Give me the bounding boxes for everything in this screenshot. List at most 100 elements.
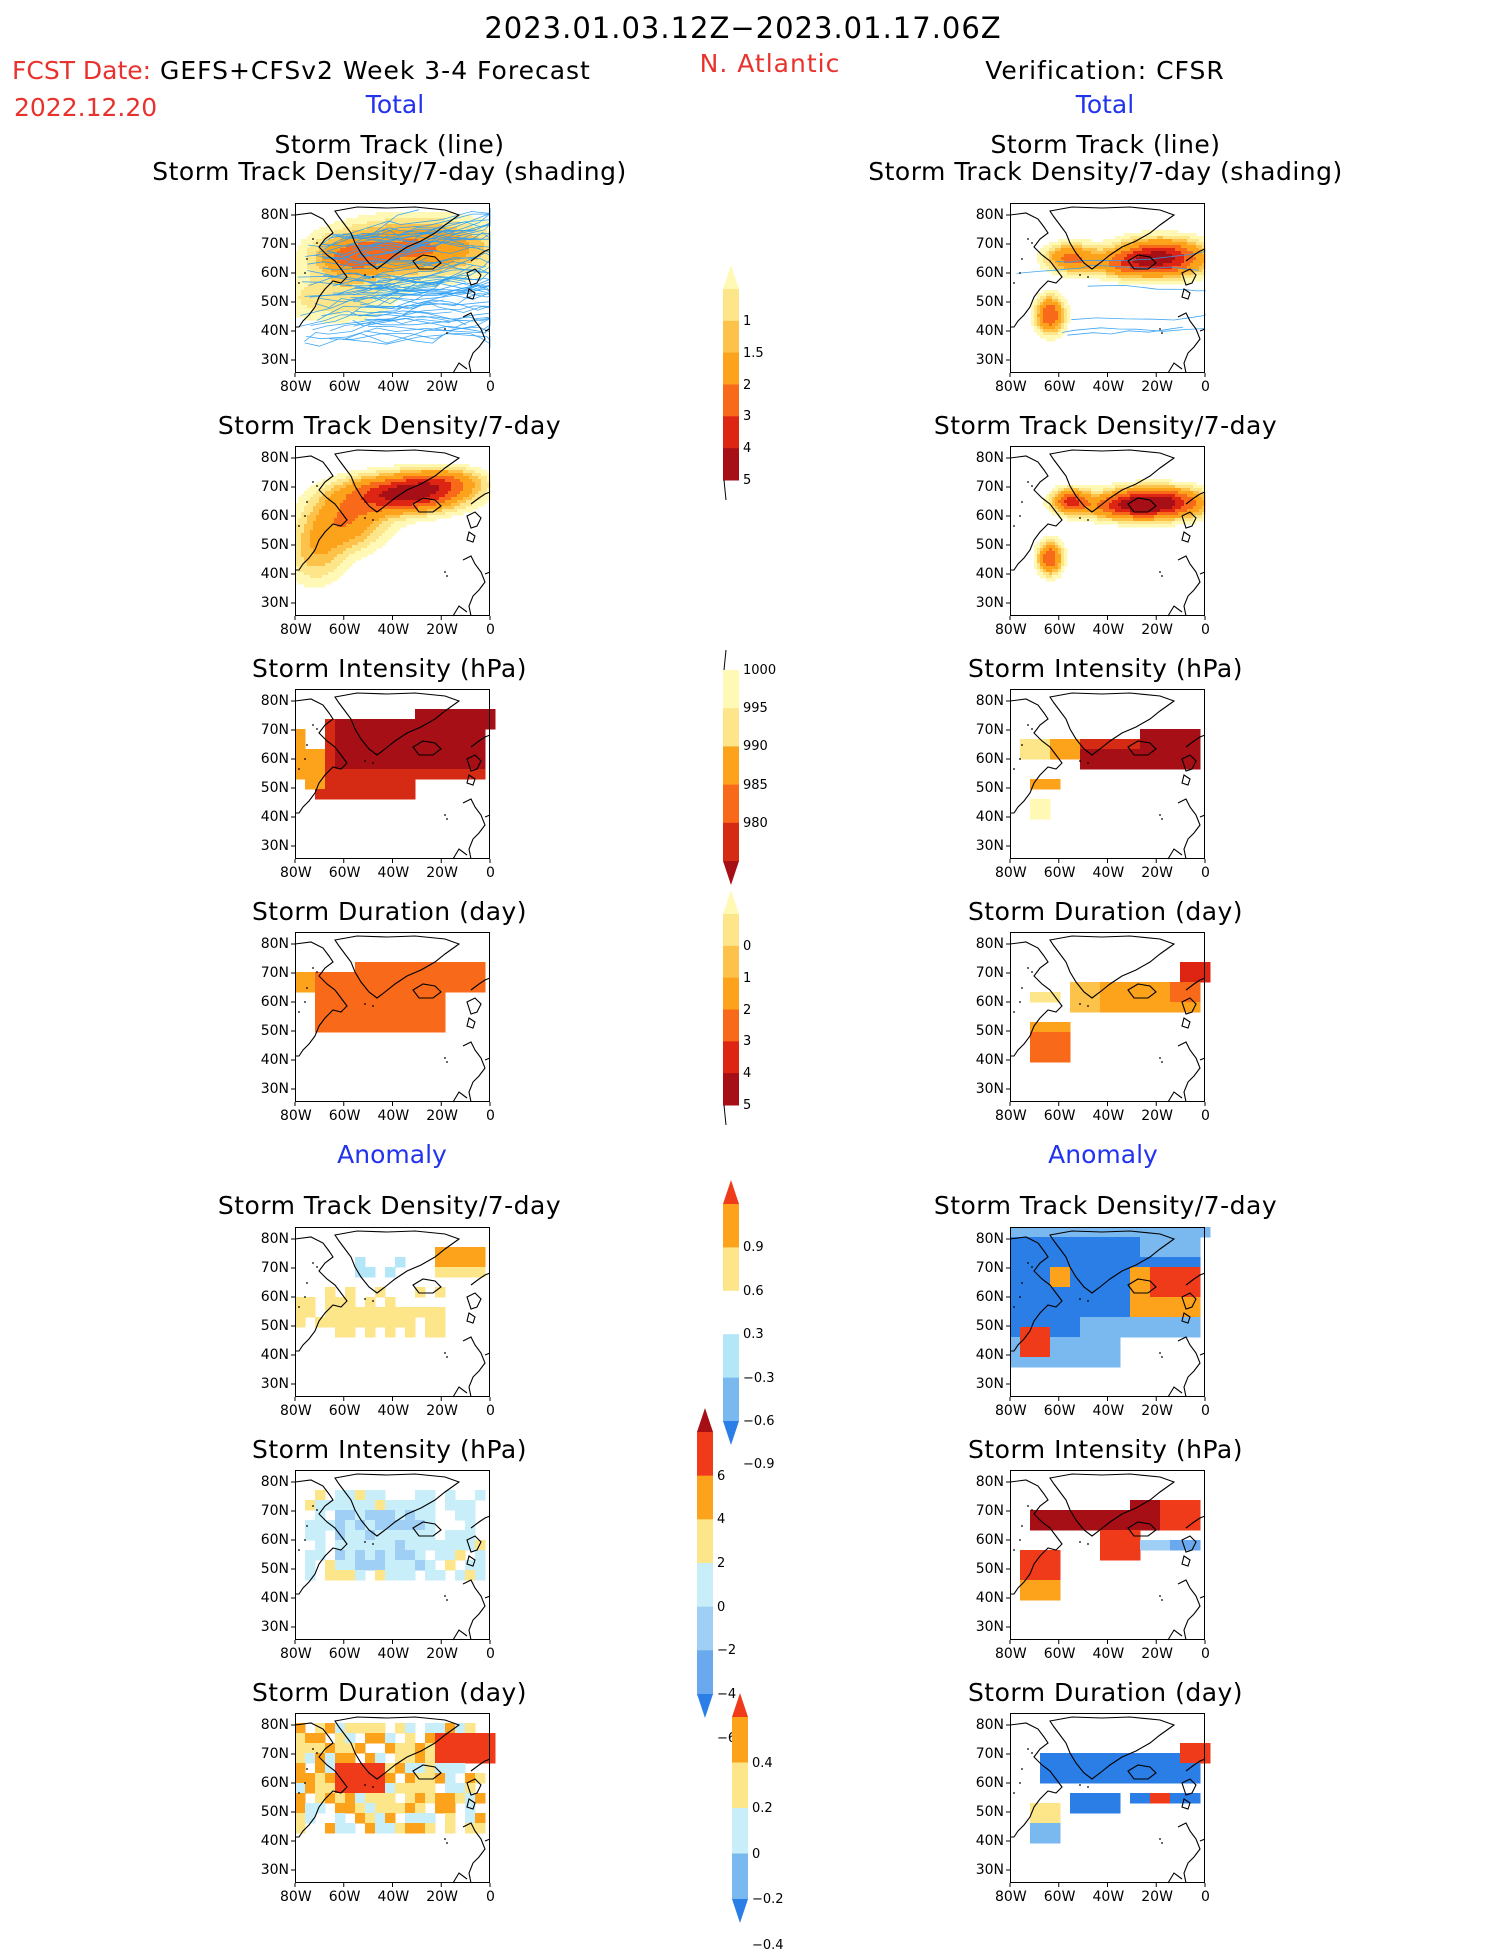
lon-tick-label: 40W [378, 1403, 410, 1419]
colorbar-tick-label: −2 [717, 1643, 736, 1658]
lat-tick-label: 30N [249, 352, 289, 368]
left-intensity-title-2: Storm Intensity (hPa) [252, 656, 527, 681]
lat-tick-label: 50N [249, 780, 289, 796]
lat-tick-label: 80N [964, 207, 1004, 223]
lat-tick-label: 70N [249, 1260, 289, 1276]
colorbar-swatch [723, 1041, 739, 1073]
lat-tick-label: 60N [964, 1289, 1004, 1305]
lon-tick-label: 80W [995, 379, 1027, 395]
lat-tick-label: 70N [964, 1503, 1004, 1519]
lat-tick-label: 50N [249, 294, 289, 310]
lon-tick-label: 20W [1141, 1646, 1173, 1662]
lon-tick-label: 80W [280, 1108, 312, 1124]
lat-tick-label: 60N [249, 1775, 289, 1791]
lat-tick-label: 70N [249, 965, 289, 981]
colorbar-arrow-top [723, 890, 739, 914]
colorbar-swatch [732, 1763, 748, 1809]
right-intensity-title-2: Storm Intensity (hPa) [968, 656, 1243, 681]
colorbar-tick-label: 2 [743, 1003, 751, 1018]
colorbar-swatch [732, 1808, 748, 1854]
right-anomaly-label: Anomaly [1048, 1142, 1158, 1167]
lat-tick-label: 70N [964, 1746, 1004, 1762]
left-anomaly-label: Anomaly [337, 1142, 447, 1167]
lon-tick-label: 60W [1044, 622, 1076, 638]
lon-tick-label: 60W [329, 622, 361, 638]
colorbar-swatch [723, 1334, 739, 1378]
colorbar-swatch [723, 1291, 739, 1335]
lat-tick-label: 40N [249, 1052, 289, 1068]
lat-tick-label: 40N [964, 323, 1004, 339]
verification-label: Verification: CFSR [985, 58, 1224, 83]
lat-tick-label: 40N [249, 566, 289, 582]
colorbar-swatch [723, 823, 739, 862]
lat-tick-label: 80N [249, 1474, 289, 1490]
colorbar-tick-label: 2 [743, 378, 751, 393]
lon-tick-label: 40W [1093, 1889, 1125, 1905]
lat-tick-label: 40N [964, 1590, 1004, 1606]
right-duration-anomaly-panel-map [1010, 1713, 1205, 1883]
lon-tick-label: 0 [1201, 1108, 1210, 1124]
date-range-title: 2023.01.03.12Z−2023.01.17.06Z [484, 14, 1001, 43]
colorbar-swatch [732, 1854, 748, 1900]
lon-tick-label: 60W [1044, 1403, 1076, 1419]
lat-tick-label: 50N [964, 1561, 1004, 1577]
lat-tick-label: 80N [964, 1474, 1004, 1490]
lon-tick-label: 0 [486, 1646, 495, 1662]
colorbar-swatch [723, 353, 739, 385]
colorbar-tick-label: 990 [743, 739, 768, 754]
lat-tick-label: 50N [249, 1318, 289, 1334]
lat-tick-label: 40N [249, 1590, 289, 1606]
left-intensity-title-5: Storm Intensity (hPa) [252, 1437, 527, 1462]
colorbar-arrow-bottom [723, 861, 739, 885]
lat-tick-label: 40N [964, 809, 1004, 825]
lat-tick-label: 80N [964, 1717, 1004, 1733]
lat-tick-label: 50N [964, 1804, 1004, 1820]
lon-tick-label: 20W [1141, 1108, 1173, 1124]
lat-tick-label: 70N [249, 1746, 289, 1762]
colorbar-tick-label: 4 [743, 441, 751, 456]
lat-tick-label: 60N [249, 1532, 289, 1548]
lon-tick-label: 80W [995, 1646, 1027, 1662]
right-track-panel-map [1010, 203, 1205, 373]
colorbar-arrow-top [732, 1693, 748, 1717]
lat-tick-label: 30N [964, 595, 1004, 611]
colorbar-swatch [697, 1650, 713, 1694]
colorbar-tick-label: 4 [743, 1066, 751, 1081]
lat-tick-label: 60N [964, 994, 1004, 1010]
lat-tick-label: 30N [249, 595, 289, 611]
lon-tick-label: 40W [1093, 1108, 1125, 1124]
right-density-panel-map [1010, 446, 1205, 616]
colorbar-tick-label: 995 [743, 701, 768, 716]
lat-tick-label: 50N [249, 1561, 289, 1577]
lon-tick-label: 20W [1141, 622, 1173, 638]
colorbar-swatch [723, 1010, 739, 1042]
lat-tick-label: 50N [249, 537, 289, 553]
lon-tick-label: 0 [1201, 1889, 1210, 1905]
lat-tick-label: 80N [249, 936, 289, 952]
lat-tick-label: 60N [249, 265, 289, 281]
lat-tick-label: 40N [964, 1833, 1004, 1849]
lon-tick-label: 40W [1093, 622, 1125, 638]
colorbar-tick-label: 1 [743, 314, 751, 329]
lon-tick-label: 40W [378, 1108, 410, 1124]
colorbar-swatch [723, 978, 739, 1010]
right-duration-panel-map [1010, 932, 1205, 1102]
left-total-label: Total [366, 92, 424, 117]
left-density-anomaly-panel-map [295, 1227, 490, 1397]
lon-tick-label: 80W [280, 1403, 312, 1419]
colorbar-tick-label: 5 [743, 1098, 751, 1113]
lat-tick-label: 50N [964, 780, 1004, 796]
fcst-model-label: GEFS+CFSv2 Week 3-4 Forecast [160, 58, 591, 83]
left-duration-panel-map [295, 932, 490, 1102]
left-track-line-title: Storm Track (line) [274, 132, 504, 157]
lon-tick-label: 80W [995, 865, 1027, 881]
lat-tick-label: 50N [249, 1023, 289, 1039]
right-total-label: Total [1076, 92, 1134, 117]
